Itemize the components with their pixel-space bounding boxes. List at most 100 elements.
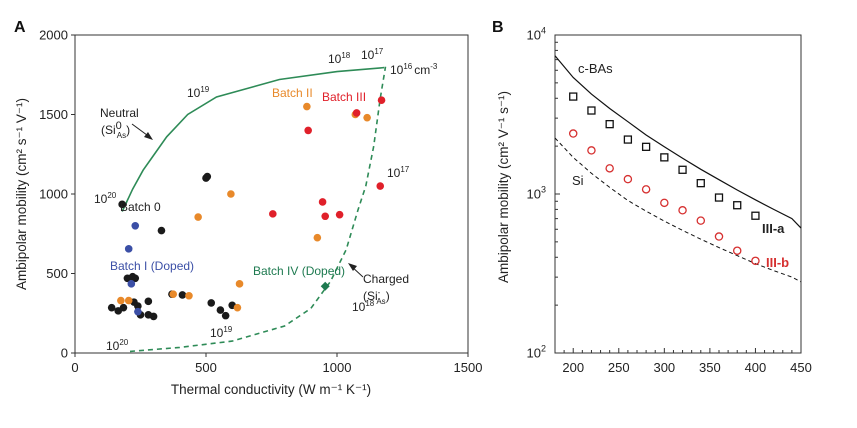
y-axis-title-b: Ambipolar mobility (cm² V⁻¹ s⁻¹) [496, 91, 511, 283]
point-batch-0 [118, 200, 126, 209]
label-batch-ii: Batch II [272, 86, 313, 100]
point-batch-ii [185, 291, 193, 300]
point-batch-iii [335, 210, 344, 219]
doping-label-neutral-1e17: 1017 [361, 47, 384, 62]
doping-label-neutral-1e16: 1016 cm-3 [390, 62, 438, 77]
y-tick-label-a: 0 [61, 346, 68, 361]
label-cbas: c-BAs [578, 61, 613, 76]
point-iii-b [678, 206, 687, 215]
chart-b: 200 250 300 350 400 450 102 103 104 Ambipolar mo… [496, 26, 812, 376]
point-batch-0 [149, 312, 158, 321]
point-iii-b [641, 185, 651, 194]
doping-label-charged-1e17: 1017 [387, 165, 410, 180]
point-batch-0 [157, 226, 166, 235]
point-batch-iii [377, 96, 386, 104]
point-batch-0 [119, 303, 128, 312]
axes-a: 0 500 1000 1500 0 500 1000 1500 2000 [39, 28, 482, 376]
point-batch-ii [169, 290, 178, 298]
point-batch-i-doped [134, 307, 142, 316]
neutral-curve [121, 66, 385, 212]
point-batch-0 [131, 274, 140, 283]
point-batch-ii [363, 113, 371, 122]
chart-a: 0 500 1000 1500 0 500 1000 1500 2000 Thermal con… [14, 28, 482, 398]
point-iii-b [623, 174, 633, 184]
point-batch-iii [321, 212, 330, 221]
x-tick-label-b: 450 [790, 360, 812, 375]
point-batch-0 [207, 299, 216, 307]
x-tick-label-a: 1000 [323, 360, 352, 375]
point-iii-a [641, 142, 651, 151]
point-batch-iii [304, 126, 312, 135]
x-tick-label-b: 200 [562, 360, 584, 375]
point-batch-iv-doped [320, 281, 330, 291]
x-tick-label-b: 350 [699, 360, 721, 375]
point-iii-b [568, 129, 578, 138]
doping-label-charged-1e20: 1020 [106, 338, 129, 353]
point-iii-a [605, 119, 614, 129]
point-batch-0 [144, 297, 153, 306]
label-batch-0: Batch 0 [120, 200, 161, 214]
point-batch-iii [318, 198, 327, 206]
point-iii-a [751, 211, 760, 220]
label-batch-i: Batch I (Doped) [110, 259, 194, 273]
y-tick-label-a: 500 [46, 266, 68, 281]
point-batch-ii [227, 190, 235, 198]
point-iii-a [587, 106, 596, 115]
charged-arrowhead [348, 263, 357, 271]
axes-b: 200 250 300 350 400 450 102 103 104 [527, 26, 812, 376]
point-iii-b [660, 198, 669, 208]
neutral-arrowhead [144, 132, 153, 140]
point-batch-ii [313, 233, 322, 242]
x-tick-label-b: 300 [653, 360, 675, 375]
point-batch-iii [269, 210, 277, 218]
label-batch-iii: Batch III [322, 90, 366, 104]
point-iii-b [751, 256, 760, 266]
label-charged-species: (Si-As) [363, 288, 390, 306]
point-batch-ii [235, 280, 244, 288]
x-axis-title-a: Thermal conductivity (W m⁻¹ K⁻¹) [171, 382, 371, 397]
y-axis-title-a: Ambipolar mobility (cm² s⁻¹ V⁻¹) [14, 98, 29, 290]
cbas-curve [554, 55, 802, 229]
label-iiib: III-b [766, 255, 789, 270]
point-iii-a [569, 92, 578, 101]
label-iiia: III-a [762, 221, 785, 236]
x-tick-label-a: 500 [195, 360, 217, 375]
data-points-b [568, 92, 760, 266]
label-batch-iv: Batch IV (Doped) [253, 264, 345, 278]
point-batch-0 [134, 302, 142, 310]
label-neutral-species: (Si0 As) [101, 120, 130, 140]
doping-label-charged-1e19: 1019 [210, 325, 233, 340]
point-batch-0 [107, 303, 116, 312]
y-tick-label-b: 104 [527, 26, 546, 43]
si-curve [554, 137, 802, 283]
point-iii-a [660, 153, 669, 162]
y-tick-label-b: 102 [527, 344, 546, 361]
y-tick-label-b: 103 [527, 185, 546, 202]
plot-frame-b [554, 34, 802, 354]
point-batch-ii [124, 296, 133, 305]
point-batch-i-doped [127, 280, 136, 288]
label-neutral: Neutral [100, 106, 139, 120]
point-iii-a [623, 135, 633, 144]
point-batch-0 [221, 311, 230, 320]
point-batch-i-doped [124, 245, 133, 253]
point-batch-0 [178, 291, 187, 299]
point-iii-b [587, 146, 596, 155]
point-iii-b [714, 232, 724, 241]
y-tick-label-a: 2000 [39, 28, 68, 43]
point-batch-i-doped [131, 222, 140, 230]
point-iii-a [714, 193, 724, 202]
point-iii-a [696, 179, 705, 188]
panel-letter-a: A [14, 19, 26, 36]
point-iii-b [605, 164, 614, 173]
label-charged: Charged [363, 272, 409, 286]
y-tick-label-a: 1000 [39, 187, 68, 202]
doping-label-neutral-1e19: 1019 [187, 85, 210, 100]
doping-label-charged-1e18: 1018 [352, 299, 375, 314]
point-batch-ii [303, 102, 311, 111]
point-batch-0 [216, 306, 225, 314]
y-tick-label-a: 1500 [39, 107, 68, 122]
point-batch-ii [117, 296, 125, 305]
doping-label-neutral-1e18: 1018 [328, 51, 351, 66]
